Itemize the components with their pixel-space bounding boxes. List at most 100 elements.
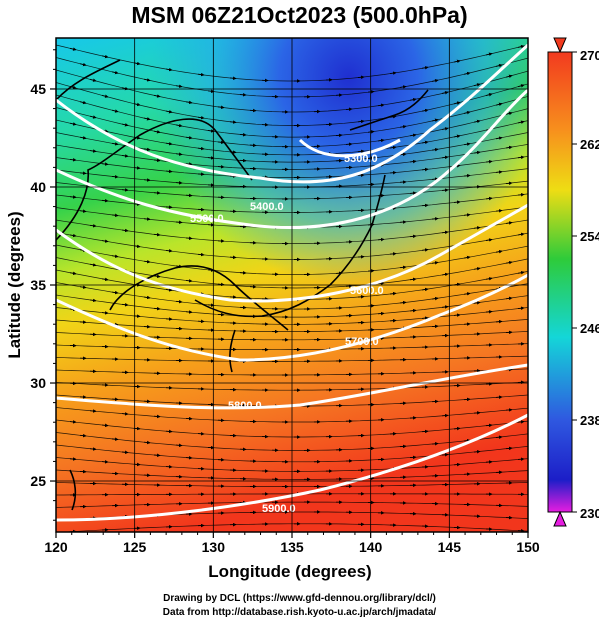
wind-arrow xyxy=(495,102,503,107)
wind-arrow xyxy=(121,412,129,416)
wind-arrow xyxy=(185,279,193,283)
x-tick-label: 140 xyxy=(359,539,383,555)
wind-arrow xyxy=(153,274,161,279)
contour-label-5800: 5800.0 xyxy=(228,400,262,412)
wind-arrow xyxy=(185,162,193,166)
wind-arrow xyxy=(79,100,87,105)
wind-arrow xyxy=(79,285,87,289)
wind-arrow xyxy=(175,152,183,156)
wind-arrow xyxy=(79,433,87,438)
wind-arrow xyxy=(165,169,173,174)
colorbar-tick-label: 270 xyxy=(580,48,599,63)
x-tick-label: 130 xyxy=(202,539,226,555)
wind-arrow xyxy=(101,460,109,464)
wind-arrow xyxy=(153,191,161,195)
wind-arrow xyxy=(421,66,429,70)
wind-arrow xyxy=(165,141,173,146)
x-tick-label: 150 xyxy=(516,539,540,555)
wind-arrow xyxy=(463,71,471,76)
wind-arrow xyxy=(517,84,525,88)
wind-arrow xyxy=(517,270,525,275)
wind-arrow xyxy=(389,145,397,150)
wind-arrow xyxy=(441,230,449,235)
wind-arrow xyxy=(517,306,525,311)
wind-arrow xyxy=(345,107,353,112)
wind-arrow xyxy=(473,411,481,415)
wind-arrow xyxy=(485,310,493,314)
y-tick-label: 35 xyxy=(30,277,46,293)
wind-arrow xyxy=(399,220,407,224)
wind-arrow xyxy=(409,191,417,195)
y-tick-label: 25 xyxy=(30,473,46,489)
wind-arrow xyxy=(89,409,97,413)
contour-label-5900: 5900.0 xyxy=(262,503,296,515)
wind-arrow xyxy=(121,188,129,192)
wind-arrow xyxy=(153,453,161,458)
wind-arrow xyxy=(69,47,77,51)
wind-arrow xyxy=(453,313,461,317)
wind-arrow xyxy=(431,216,439,221)
wind-arrow xyxy=(197,146,205,151)
wind-arrow xyxy=(409,97,417,102)
wind-arrow xyxy=(89,263,97,267)
x-tick-label: 125 xyxy=(123,539,147,555)
wind-arrow xyxy=(101,423,109,428)
wind-arrow xyxy=(473,301,481,305)
wind-arrow xyxy=(389,170,397,175)
wind-arrow xyxy=(421,248,429,252)
wind-arrow xyxy=(121,123,129,127)
wind-arrow xyxy=(421,167,429,172)
wind-arrow xyxy=(453,426,461,431)
colorbar-tick-label: 262 xyxy=(580,137,599,152)
wind-arrow xyxy=(143,78,151,82)
wind-arrow xyxy=(485,92,493,97)
wind-arrow xyxy=(111,437,119,441)
wind-arrow xyxy=(185,100,193,105)
wind-arrow xyxy=(111,174,119,179)
wind-arrow xyxy=(441,155,449,160)
wind-arrow xyxy=(389,252,397,256)
wind-arrow xyxy=(165,205,173,209)
wind-arrow xyxy=(485,276,493,281)
wind-arrow xyxy=(121,302,129,307)
wind-arrow xyxy=(89,447,97,451)
wind-arrow xyxy=(357,149,365,154)
wind-arrow xyxy=(175,123,183,128)
wind-arrow xyxy=(453,200,461,204)
colorbar: 270 262 254 246 238 230 xyxy=(547,37,599,527)
wind-arrow xyxy=(473,83,481,87)
y-tick-label: 40 xyxy=(30,179,46,195)
x-tick-label: 135 xyxy=(280,539,304,555)
wind-arrow xyxy=(517,192,525,197)
wind-arrow xyxy=(409,234,417,239)
wind-arrow xyxy=(101,277,109,282)
wind-arrow xyxy=(463,110,471,115)
wind-arrow xyxy=(495,209,503,213)
wind-arrow xyxy=(485,423,493,428)
wind-arrow xyxy=(431,261,439,265)
wind-arrow xyxy=(409,277,417,282)
wind-arrow xyxy=(79,171,87,175)
wind-arrow xyxy=(517,232,525,237)
wind-arrow xyxy=(399,125,407,129)
wind-arrow xyxy=(229,76,237,81)
wind-arrow xyxy=(431,441,439,446)
wind-arrow xyxy=(485,238,493,242)
wind-arrow xyxy=(143,117,151,121)
wind-arrow xyxy=(185,310,193,314)
wind-arrow xyxy=(239,92,247,97)
wind-arrow xyxy=(389,71,397,75)
wind-arrow xyxy=(165,288,173,292)
wind-arrow xyxy=(357,75,365,80)
wind-arrow xyxy=(485,196,493,201)
contour-label-5300: 5300.0 xyxy=(344,153,378,165)
wind-arrow xyxy=(111,70,119,75)
wind-arrow xyxy=(69,233,77,238)
wind-arrow xyxy=(517,420,525,424)
colorbar-tick-label: 238 xyxy=(580,413,599,428)
wind-arrow xyxy=(399,265,407,270)
wind-arrow xyxy=(153,306,161,311)
height-contours xyxy=(56,43,528,522)
wind-arrow xyxy=(111,213,119,218)
